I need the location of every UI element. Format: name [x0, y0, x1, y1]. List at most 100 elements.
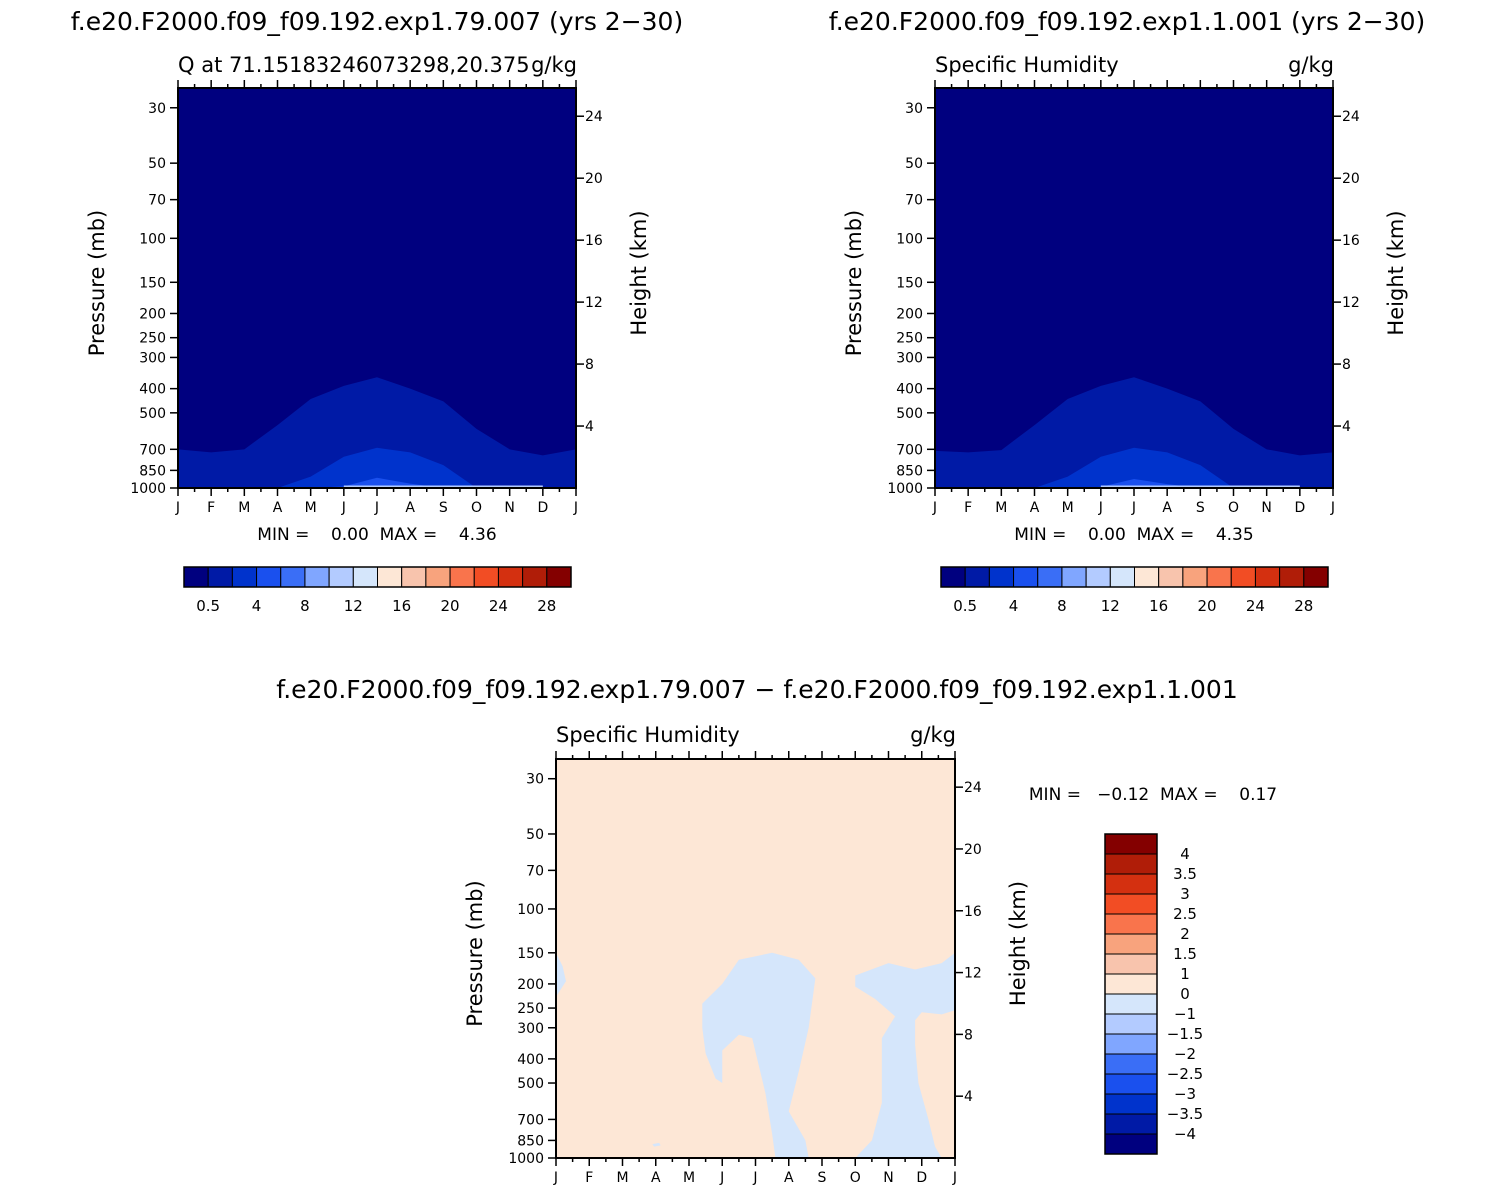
- left-y-tick-label: 200: [139, 306, 166, 322]
- left-x-tick-label: M: [238, 500, 250, 516]
- left-x-tick-label: J: [341, 500, 346, 516]
- right-y-tick-label: 1000: [887, 481, 923, 497]
- difference-colorbar-label: −2.5: [1167, 1065, 1203, 1083]
- left-x-tick-label: M: [305, 500, 317, 516]
- right-x-tick-label: S: [1196, 500, 1205, 516]
- left-height-tick-label: 12: [585, 295, 603, 311]
- right-y-axis-label: Pressure (mb): [842, 210, 866, 357]
- right-x-tick-label: A: [1030, 500, 1040, 516]
- right-x-tick-label: D: [1294, 500, 1305, 516]
- right-height-tick-label: 20: [1342, 171, 1360, 187]
- right-experiment-title: f.e20.F2000.f09_f09.192.exp1.1.001 (yrs …: [829, 7, 1426, 36]
- difference-colorbar-box: [1104, 1133, 1158, 1155]
- right-colorbar-box: [1037, 566, 1063, 588]
- right-colorbar: 0.5 4 8 12 16 20 24 28: [940, 566, 1329, 615]
- left-colorbar-box: [231, 566, 258, 588]
- left-height-tick-label: 16: [585, 233, 603, 249]
- right-panel: f.e20.F2000.f09_f09.192.exp1.1.001 (yrs …: [829, 7, 1426, 615]
- difference-colorbar-box: [1104, 1033, 1158, 1055]
- difference-min-max: MIN = −0.12 MAX = 0.17: [1029, 785, 1277, 805]
- difference-colorbar-label: 1: [1180, 965, 1190, 983]
- right-colorbar-label: 4: [1009, 597, 1019, 615]
- right-x-tick-label: A: [1162, 500, 1172, 516]
- left-colorbar-box: [377, 566, 403, 588]
- difference-x-tick-label: D: [916, 1170, 927, 1186]
- difference-colorbar-label: 2: [1180, 925, 1190, 943]
- left-y-tick-label: 100: [139, 231, 166, 247]
- difference-x-tick-label: S: [818, 1170, 827, 1186]
- right-y-tick-label: 200: [896, 306, 923, 322]
- right-y-tick-label: 400: [896, 382, 923, 398]
- difference-colorbar-label: −1.5: [1167, 1025, 1203, 1043]
- difference-x-tick-label: F: [585, 1170, 593, 1186]
- right-contour-fill-level-1: [935, 377, 1333, 488]
- right-y-tick-label: 700: [896, 442, 923, 458]
- left-contour-fill-level-1: [178, 377, 576, 488]
- left-x-tick-label: J: [573, 500, 578, 516]
- difference-y-tick-label: 150: [517, 946, 544, 962]
- right-contour-fill-level-3: [935, 478, 1333, 488]
- difference-y-tick-label: 1000: [508, 1151, 544, 1167]
- difference-units-label: g/kg: [910, 723, 956, 747]
- difference-colorbar-label: 3: [1180, 885, 1190, 903]
- left-colorbar-box: [304, 566, 330, 588]
- right-plot-title: Specific Humidity: [935, 53, 1119, 77]
- right-height-tick-label: 4: [1342, 419, 1351, 435]
- right-height-tick-label: 16: [1342, 233, 1360, 249]
- right-contour-plot: J F M A M J J A S O N D J 30 50 70 100 150 200 250 300 400 500…: [842, 80, 1408, 516]
- left-colorbar-box: [473, 566, 499, 588]
- right-colorbar-box: [1061, 566, 1087, 588]
- left-colorbar-box: [328, 566, 354, 588]
- right-colorbar-box: [1109, 566, 1135, 588]
- difference-colorbar-label: 2.5: [1173, 905, 1197, 923]
- difference-colorbar-box: [1104, 873, 1158, 895]
- difference-height-tick-label: 8: [964, 1027, 973, 1043]
- left-colorbar-box: [449, 566, 475, 588]
- difference-negative-region-3: [652, 1142, 661, 1147]
- left-height-tick-label: 20: [585, 171, 603, 187]
- difference-colorbar-box: [1104, 1053, 1158, 1075]
- difference-colorbar-box: [1104, 853, 1158, 875]
- right-x-tick-label: M: [1062, 500, 1074, 516]
- left-y-axis-label: Pressure (mb): [85, 210, 109, 357]
- left-y-tick-label: 250: [139, 331, 166, 347]
- left-colorbar-label: 28: [537, 597, 556, 615]
- difference-y-tick-label: 850: [517, 1133, 544, 1149]
- right-y-tick-label: 100: [896, 231, 923, 247]
- right-colorbar-frame: [940, 566, 1329, 588]
- right-x-tick-label: O: [1228, 500, 1239, 516]
- right-colorbar-label: 12: [1101, 597, 1120, 615]
- right-colorbar-box: [1303, 566, 1329, 588]
- difference-colorbar-box: [1104, 993, 1158, 1015]
- right-y-tick-label: 70: [905, 193, 923, 209]
- difference-negative-region-2: [855, 952, 955, 1158]
- left-colorbar-box: [207, 566, 233, 588]
- difference-colorbar-label: 1.5: [1173, 945, 1197, 963]
- right-colorbar-box: [1279, 566, 1305, 588]
- right-y-tick-label: 500: [896, 406, 923, 422]
- right-x-tick-label: J: [1330, 500, 1335, 516]
- right-x-tick-label: M: [995, 500, 1007, 516]
- difference-x-tick-label: J: [719, 1170, 724, 1186]
- difference-colorbar-box: [1104, 1093, 1158, 1115]
- difference-y-tick-label: 30: [526, 772, 544, 788]
- right-y-tick-label: 250: [896, 331, 923, 347]
- difference-colorbar-frame: [1104, 833, 1158, 1155]
- left-units-label: g/kg: [531, 53, 577, 77]
- difference-y-tick-label: 200: [517, 977, 544, 993]
- left-colorbar-box: [546, 566, 572, 588]
- left-colorbar-label: 24: [489, 597, 508, 615]
- difference-y-tick-label: 70: [526, 863, 544, 879]
- left-y-tick-label: 30: [148, 101, 166, 117]
- difference-y-tick-label: 250: [517, 1001, 544, 1017]
- difference-colorbar-box: [1104, 1113, 1158, 1135]
- difference-x-tick-label: J: [752, 1170, 757, 1186]
- difference-y-tick-label: 300: [517, 1021, 544, 1037]
- right-height-tick-label: 24: [1342, 109, 1360, 125]
- left-colorbar-box: [256, 566, 282, 588]
- left-colorbar-label: 16: [392, 597, 411, 615]
- difference-y-tick-label: 700: [517, 1112, 544, 1128]
- left-y-tick-label: 1000: [130, 481, 166, 497]
- left-y-tick-label: 150: [139, 275, 166, 291]
- right-x-tick-label: J: [1131, 500, 1136, 516]
